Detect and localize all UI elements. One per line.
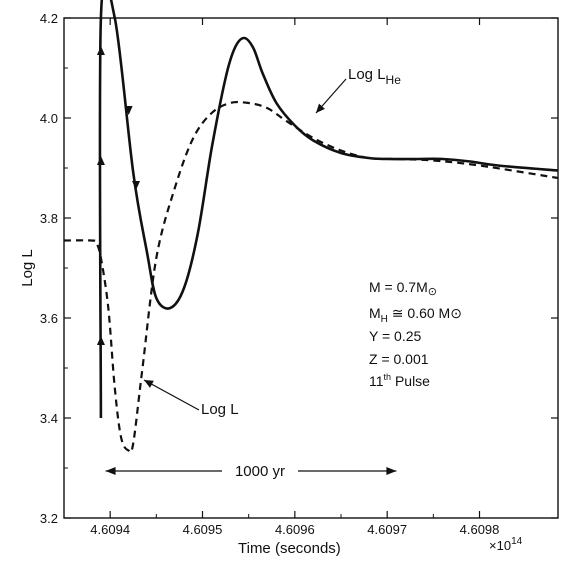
log-l-pointer-head (144, 380, 154, 388)
param-pulse-number: 11 (369, 373, 384, 389)
y-tick-label: 4.2 (40, 11, 58, 26)
param-mh-rest: ≅ 0.60 M⊙ (388, 305, 462, 321)
param-mass-text: M = 0.7M (369, 279, 428, 295)
y-tick-label: 3.8 (40, 211, 58, 226)
log-lhe-label-main: Log L (348, 66, 386, 83)
plot-frame (63, 17, 559, 519)
param-mass-sun-symbol: ⊙ (428, 286, 437, 298)
log-lhe-label-sub: He (386, 73, 402, 87)
param-mh-sub: H (381, 314, 388, 325)
arrow-up-middle (96, 156, 105, 165)
x-multiplier: ×1014 (489, 536, 523, 553)
param-pulse-sup: th (384, 372, 392, 382)
parameter-block: M = 0.7M⊙ MH ≅ 0.60 M⊙ Y = 0.25 Z = 0.00… (369, 279, 462, 389)
x-tick-label: 4.6096 (275, 522, 315, 537)
arrow-up-upper (96, 46, 105, 55)
y-axis-title: Log L (19, 249, 36, 287)
param-pulse-rest: Pulse (391, 373, 430, 389)
x-multiplier-exp: 14 (511, 536, 523, 547)
series-log-lhe-line (98, 0, 559, 419)
param-mass: M = 0.7M⊙ (369, 279, 437, 298)
log-lhe-label: Log LHe (348, 66, 401, 87)
arrow-down-upper (124, 106, 133, 115)
duration-arrow-left-head (105, 467, 116, 475)
log-l-label: Log L (201, 401, 239, 418)
x-axis-title: Time (seconds) (238, 540, 341, 557)
log-lhe-pointer-head (316, 103, 325, 113)
duration-label: 1000 yr (235, 463, 285, 480)
annotations (105, 78, 397, 475)
arrow-up-lower (96, 336, 105, 345)
log-l-pointer (143, 379, 200, 411)
x-multiplier-base: ×10 (489, 538, 511, 553)
x-tick-label: 4.6098 (460, 522, 500, 537)
x-tick-label: 4.6097 (367, 522, 407, 537)
y-tick-label: 3.4 (40, 411, 58, 426)
param-mh-text: M (369, 305, 381, 321)
data-curves (63, 0, 559, 454)
y-tick-label: 3.2 (40, 511, 58, 526)
param-y: Y = 0.25 (369, 328, 422, 344)
y-tick-label: 4.0 (40, 111, 58, 126)
param-hydrogen-mass: MH ≅ 0.60 M⊙ (369, 305, 462, 325)
series-log-l-line (63, 100, 559, 454)
duration-arrow-right-head (386, 467, 397, 475)
x-tick-label: 4.6095 (183, 522, 223, 537)
param-pulse: 11th Pulse (369, 372, 430, 389)
param-z: Z = 0.001 (369, 351, 429, 367)
axis-ticks: 4.6094 4.6095 4.6096 4.6097 4.6098 3.2 3.4 3.6 3… (40, 11, 558, 537)
y-tick-label: 3.6 (40, 311, 58, 326)
x-tick-label: 4.6094 (90, 522, 130, 537)
arrow-down-lower (132, 181, 141, 190)
